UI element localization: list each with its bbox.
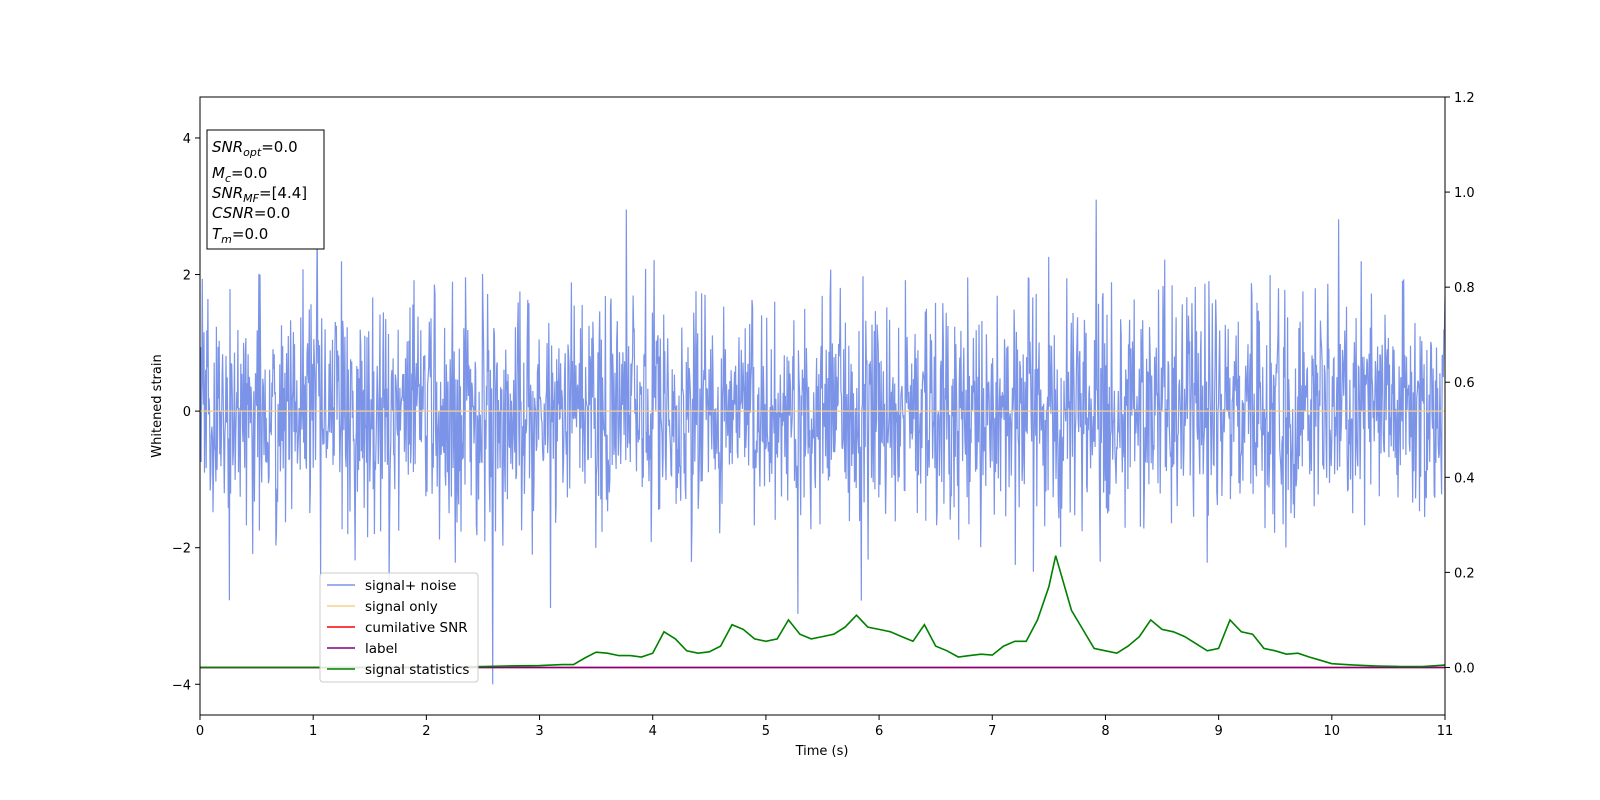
y-axis-right: 0.0 0.2 0.4 0.6 0.8 1.0 1.2 (1445, 91, 1475, 676)
legend-label-cumulative-snr: cumilative SNR (365, 620, 468, 636)
x-tick-label: 9 (1214, 724, 1222, 739)
x-tick-label: 3 (535, 724, 543, 739)
y-tick-label: 4 (183, 132, 191, 147)
annotation-tm: Tm=0.0 (212, 225, 268, 246)
legend-label-signal-statistics: signal statistics (365, 662, 469, 678)
x-tick-label: 11 (1437, 724, 1454, 739)
x-tick-label: 6 (875, 724, 883, 739)
annotation-snr-mf: SNRMF=[4.4] (212, 184, 307, 205)
y2-tick-label: 0.6 (1454, 376, 1475, 391)
series-signal-statistics-line (200, 555, 1445, 669)
y-tick-label: 2 (183, 269, 191, 284)
legend-label-label: label (365, 641, 398, 657)
y2-tick-label: 0.4 (1454, 471, 1475, 486)
x-tick-label: 0 (196, 724, 204, 739)
y-axis-left: −4 −2 0 2 4 (172, 132, 200, 693)
annotation-box: SNRopt=0.0 Mc=0.0 SNRMF=[4.4] CSNR=0.0 T… (206, 129, 325, 250)
legend-label-signal-noise: signal+ noise (365, 578, 456, 594)
y2-tick-label: 0.2 (1454, 566, 1475, 581)
x-axis: 0 1 2 3 4 5 6 7 8 9 10 11 (196, 715, 1453, 739)
x-tick-label: 4 (649, 724, 657, 739)
x-tick-label: 7 (988, 724, 996, 739)
legend: signal+ noise signal only cumilative SNR… (319, 572, 479, 683)
x-tick-label: 5 (762, 724, 770, 739)
x-tick-label: 8 (1101, 724, 1109, 739)
x-axis-label: Time (s) (795, 744, 849, 759)
y2-tick-label: 1.0 (1454, 186, 1475, 201)
legend-label-signal-only: signal only (365, 599, 438, 615)
x-tick-label: 2 (422, 724, 430, 739)
x-tick-label: 10 (1324, 724, 1341, 739)
y-tick-label: −4 (172, 678, 191, 693)
annotation-mc: Mc=0.0 (212, 164, 267, 185)
series-signal-noise-line (200, 199, 1445, 685)
y-tick-label: 0 (183, 405, 191, 420)
y-axis-label: Whitened strain (150, 354, 165, 457)
plot-frame (199, 96, 1446, 716)
y2-tick-label: 0.8 (1454, 281, 1475, 296)
y2-tick-label: 0.0 (1454, 661, 1475, 676)
annotation-snr-opt: SNRopt=0.0 (212, 138, 298, 159)
y-tick-label: −2 (172, 542, 191, 557)
x-tick-label: 1 (309, 724, 317, 739)
annotation-csnr: CSNR=0.0 (212, 204, 290, 222)
y2-tick-label: 1.2 (1454, 91, 1475, 106)
